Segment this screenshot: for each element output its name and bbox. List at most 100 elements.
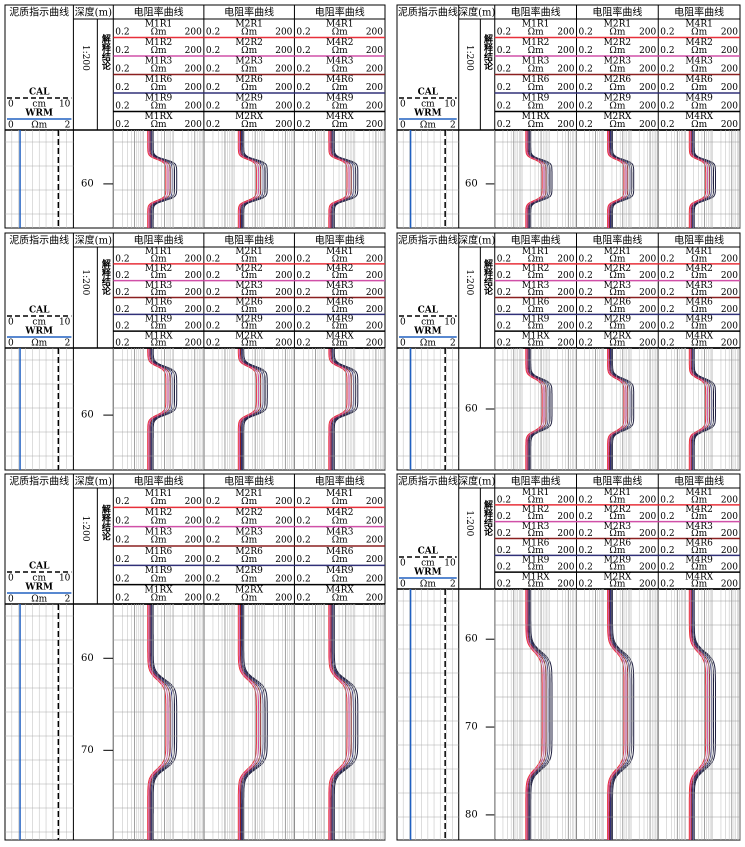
label: 200	[557, 271, 574, 281]
label: M2R2	[604, 38, 631, 48]
label: Ωm	[332, 288, 348, 298]
label: 200	[275, 101, 292, 111]
label: 200	[721, 254, 738, 264]
label: M2R3	[235, 57, 263, 67]
label: 0.2	[115, 120, 129, 130]
label: 0.2	[660, 271, 674, 281]
label: 200	[557, 322, 574, 332]
label: 200	[275, 574, 292, 584]
label: M4R6	[326, 547, 354, 557]
label: Ωm	[528, 83, 544, 93]
label: CAL	[29, 88, 50, 98]
label: M2R3	[235, 281, 263, 291]
label: 0.2	[296, 516, 310, 526]
label: 200	[557, 529, 574, 539]
label: 0.2	[206, 27, 220, 37]
label: 0.2	[296, 101, 310, 111]
label: 0.2	[660, 305, 674, 315]
label: M4RX	[685, 112, 714, 122]
label: Ωm	[241, 536, 257, 546]
label: M1R2	[145, 264, 172, 274]
resistivity-curve	[241, 347, 264, 470]
label: Ωm	[241, 120, 257, 130]
label: 泥质指示曲线	[398, 234, 458, 247]
label: 200	[275, 64, 292, 74]
label: M1R6	[522, 75, 550, 85]
label: M2R3	[235, 528, 263, 538]
label: 0.2	[206, 555, 220, 565]
label: 0	[8, 100, 14, 110]
label: 200	[557, 495, 574, 505]
label: 深度(m)	[458, 234, 495, 247]
label: 2	[65, 339, 71, 349]
label: 0.2	[579, 271, 593, 281]
label: Ωm	[691, 254, 707, 264]
label: 0.2	[660, 546, 674, 556]
label: M2R9	[235, 566, 263, 576]
label: 200	[185, 305, 202, 315]
label: M4R1	[685, 247, 712, 257]
resistivity-curve	[611, 130, 633, 228]
label: 200	[557, 83, 574, 93]
label: 0.2	[206, 46, 220, 56]
label: M4R6	[326, 298, 354, 308]
label: 200	[721, 529, 738, 539]
label: 200	[366, 46, 383, 56]
label: 0.2	[115, 555, 129, 565]
label: Ωm	[241, 322, 257, 332]
resistivity-curve	[148, 604, 169, 840]
label: Ωm	[241, 555, 257, 565]
label: Ωm	[241, 64, 257, 74]
label: 电阻率曲线	[315, 475, 365, 488]
label: M2R2	[604, 505, 631, 515]
label: 电阻率曲线	[674, 234, 724, 247]
label: Ωm	[609, 546, 625, 556]
label: 0.2	[206, 271, 220, 281]
label: 0.2	[206, 574, 220, 584]
label: M4R2	[326, 508, 353, 518]
label: Ωm	[691, 46, 707, 56]
resistivity-curve	[147, 604, 167, 840]
label: 0.2	[115, 497, 129, 507]
resistivity-curve	[529, 589, 551, 840]
label: 深度(m)	[75, 475, 112, 488]
label: 200	[185, 322, 202, 332]
label: 200	[721, 101, 738, 111]
label: 60	[81, 410, 94, 421]
label: Ωm	[528, 120, 544, 130]
label: Ωm	[528, 495, 544, 505]
resistivity-curve	[688, 589, 707, 840]
label: 电阻率曲线	[592, 6, 642, 19]
label: 0.2	[115, 574, 129, 584]
label: 0.2	[579, 46, 593, 56]
label: Ωm	[528, 27, 544, 37]
label: M1R3	[145, 528, 173, 538]
resistivity-curve	[693, 130, 716, 228]
resistivity-curve	[332, 130, 357, 228]
label: 200	[366, 101, 383, 111]
label: 200	[639, 271, 656, 281]
label: Ωm	[241, 516, 257, 526]
label: Ωm	[151, 254, 167, 264]
resistivity-curve	[330, 130, 352, 228]
label: Ωm	[332, 83, 348, 93]
label: 200	[185, 101, 202, 111]
label: Ωm	[691, 83, 707, 93]
label: 0.2	[115, 83, 129, 93]
label: Ωm	[151, 305, 167, 315]
label: M2R1	[235, 247, 262, 257]
label: Ωm	[151, 322, 167, 332]
resistivity-curve	[690, 589, 711, 840]
label: Ωm	[609, 305, 625, 315]
label: 0.2	[660, 120, 674, 130]
label: 200	[275, 322, 292, 332]
label: Ωm	[151, 594, 167, 604]
label: CAL	[418, 547, 439, 557]
label: Ωm	[609, 254, 625, 264]
label: 0.2	[579, 529, 593, 539]
label: 60	[81, 653, 94, 664]
label: 泥质指示曲线	[398, 475, 458, 488]
label: 200	[366, 83, 383, 93]
label: 0.2	[115, 46, 129, 56]
